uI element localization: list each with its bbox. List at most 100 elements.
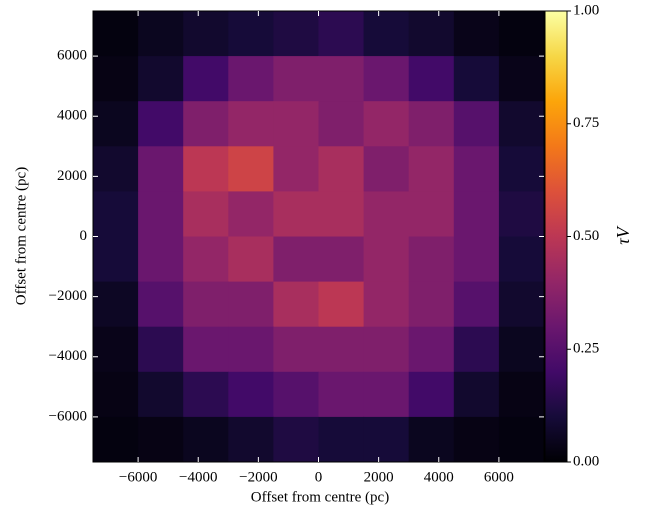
heatmap-cell bbox=[228, 326, 274, 373]
heatmap-cell bbox=[318, 416, 365, 463]
heatmap-cell bbox=[138, 101, 184, 147]
heatmap-cell bbox=[273, 236, 319, 283]
heatmap-cell bbox=[453, 101, 500, 147]
colorbar-tick-label: 0.00 bbox=[573, 453, 599, 469]
heatmap-cell bbox=[363, 146, 410, 192]
heatmap-cell bbox=[453, 326, 500, 373]
colorbar-tick-label: 1.00 bbox=[573, 2, 599, 18]
heatmap-cell bbox=[183, 326, 229, 373]
heatmap-cell bbox=[138, 326, 184, 373]
heatmap-cell bbox=[93, 416, 139, 463]
heatmap-cell bbox=[273, 11, 319, 57]
heatmap-cell bbox=[408, 326, 455, 373]
heatmap-cell bbox=[408, 11, 455, 57]
y-tick-label: 6000 bbox=[57, 48, 87, 64]
heatmap-cell bbox=[498, 191, 545, 237]
y-tick-label: 0 bbox=[80, 228, 88, 244]
heatmap-cell bbox=[93, 326, 139, 373]
heatmap-cell bbox=[498, 326, 545, 373]
heatmap-cell bbox=[228, 56, 274, 102]
heatmap-cell bbox=[228, 281, 274, 328]
y-tick-label: 2000 bbox=[57, 168, 87, 184]
heatmap-cell bbox=[183, 56, 229, 102]
heatmap-cell bbox=[363, 236, 410, 283]
heatmap-cell bbox=[138, 416, 184, 463]
heatmap-cell bbox=[408, 101, 455, 147]
heatmap-cell bbox=[498, 236, 545, 283]
heatmap-cell bbox=[408, 191, 455, 237]
heatmap-cell bbox=[318, 101, 365, 147]
heatmap-cell bbox=[363, 281, 410, 328]
heatmap-cell bbox=[183, 101, 229, 147]
heatmap-cell bbox=[93, 11, 139, 57]
heatmap-cell bbox=[363, 101, 410, 147]
heatmap-cell bbox=[498, 146, 545, 192]
heatmap-cell bbox=[183, 191, 229, 237]
heatmap-cell bbox=[138, 236, 184, 283]
heatmap-cell bbox=[93, 146, 139, 192]
heatmap-cell bbox=[408, 281, 455, 328]
heatmap-cell bbox=[453, 11, 500, 57]
colorbar-tick-label: 0.75 bbox=[573, 115, 599, 131]
heatmap-cell bbox=[318, 191, 365, 237]
heatmap-cell bbox=[453, 371, 500, 418]
heatmap-cell bbox=[363, 191, 410, 237]
heatmap-cell bbox=[138, 11, 184, 57]
colorbar bbox=[544, 10, 568, 463]
heatmap-cell bbox=[453, 281, 500, 328]
heatmap-cell bbox=[138, 191, 184, 237]
heatmap-cell bbox=[138, 56, 184, 102]
heatmap-cell bbox=[408, 236, 455, 283]
heatmap-cell bbox=[93, 56, 139, 102]
heatmap-cell bbox=[273, 146, 319, 192]
heatmap-cell bbox=[273, 101, 319, 147]
x-tick-label: 6000 bbox=[484, 469, 514, 485]
x-tick-label: 4000 bbox=[424, 469, 454, 485]
heatmap-cell bbox=[228, 371, 274, 418]
y-tick-label: −4000 bbox=[49, 348, 87, 364]
colorbar-tick-label: 0.50 bbox=[573, 228, 599, 244]
heatmap-cell bbox=[453, 146, 500, 192]
heatmap-cell bbox=[93, 281, 139, 328]
heatmap-cell bbox=[183, 11, 229, 57]
heatmap-cell bbox=[273, 416, 319, 463]
heatmap-cell bbox=[183, 416, 229, 463]
y-axis-label: Offset from centre (pc) bbox=[13, 167, 29, 305]
heatmap-cell bbox=[498, 416, 545, 463]
heatmap-cell bbox=[363, 56, 410, 102]
heatmap-cell bbox=[408, 146, 455, 192]
heatmap-cell bbox=[183, 281, 229, 328]
heatmap-cell bbox=[453, 191, 500, 237]
heatmap-cell bbox=[273, 191, 319, 237]
x-axis-label: Offset from centre (pc) bbox=[251, 489, 389, 505]
heatmap-cell bbox=[318, 281, 365, 328]
heatmap-cell bbox=[408, 56, 455, 102]
y-tick-label: 4000 bbox=[57, 108, 87, 124]
colorbar-tick-label: 0.25 bbox=[573, 341, 599, 357]
heatmap-cell bbox=[318, 56, 365, 102]
heatmap-cell bbox=[498, 56, 545, 102]
heatmap-cell bbox=[363, 371, 410, 418]
heatmap-cell bbox=[498, 371, 545, 418]
heatmap-cell bbox=[498, 101, 545, 147]
heatmap-cell bbox=[228, 146, 274, 192]
colorbar-label: τV bbox=[613, 225, 633, 244]
heatmap-cell bbox=[138, 371, 184, 418]
heatmap-cell bbox=[363, 11, 410, 57]
x-tick-label: −6000 bbox=[119, 469, 157, 485]
heatmap-cell bbox=[408, 371, 455, 418]
heatmap-cell bbox=[273, 326, 319, 373]
x-tick-label: 0 bbox=[315, 469, 323, 485]
y-tick-label: −2000 bbox=[49, 288, 87, 304]
heatmap-cell bbox=[363, 416, 410, 463]
heatmap-cell bbox=[453, 236, 500, 283]
heatmap-cell bbox=[318, 326, 365, 373]
heatmap-cell bbox=[138, 146, 184, 192]
heatmap-cell bbox=[273, 371, 319, 418]
heatmap-cell bbox=[498, 281, 545, 328]
heatmap-cell bbox=[183, 236, 229, 283]
heatmap-cell bbox=[273, 56, 319, 102]
heatmap-cell bbox=[363, 326, 410, 373]
heatmap-cell bbox=[138, 281, 184, 328]
